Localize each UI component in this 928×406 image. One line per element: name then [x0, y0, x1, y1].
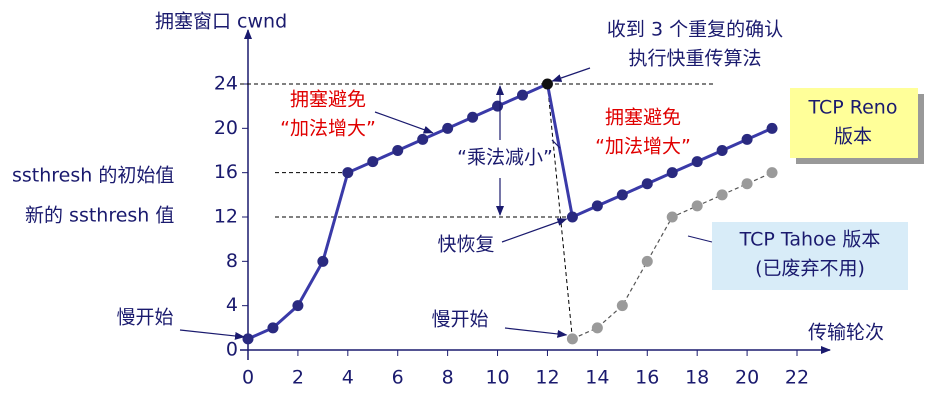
point [716, 189, 728, 201]
box-link [687, 235, 713, 243]
y-tick-label: 16 [214, 161, 238, 183]
arrow [179, 329, 245, 340]
annotation: TCP Reno [808, 97, 898, 119]
x-tick-label: 16 [635, 367, 659, 389]
point [691, 156, 703, 168]
y-tick-label: 8 [226, 250, 238, 272]
point [766, 122, 778, 134]
series-line [247, 81, 773, 341]
x-tick-label: 0 [242, 367, 254, 389]
point [666, 211, 678, 223]
annotation: “乘法减小” [457, 147, 553, 169]
arrow [501, 218, 568, 243]
y-tick-label: 0 [226, 339, 238, 361]
arrow [374, 111, 434, 134]
y-tick-label: 4 [226, 294, 238, 316]
annotation: 快恢复 [437, 234, 494, 256]
point [517, 89, 528, 101]
point [492, 100, 504, 112]
point [541, 78, 553, 90]
point [691, 200, 703, 212]
point [566, 211, 578, 223]
x-tick-label: 22 [785, 367, 809, 389]
x-tick-label: 12 [535, 367, 559, 389]
x-tick-label: 10 [485, 367, 509, 389]
y-tick-label: 24 [214, 73, 238, 95]
tahoe-box [712, 222, 908, 290]
point [766, 167, 778, 179]
annotation: (已废弃不用) [755, 258, 865, 280]
x-tick-label: 14 [585, 367, 609, 389]
annotation: “加法增大” [280, 118, 376, 140]
point [267, 322, 279, 334]
point [242, 333, 254, 345]
point [392, 145, 404, 156]
point [342, 167, 354, 179]
point [467, 111, 479, 123]
annotation: 执行快重传算法 [628, 48, 761, 70]
annotation: 收到 3 个重复的确认 [607, 19, 783, 41]
annotation: 传输轮次 [808, 322, 884, 344]
point [641, 178, 653, 190]
guide-line [546, 83, 573, 339]
annotation: 版本 [834, 126, 872, 148]
annotation: 新的 ssthresh 值 [25, 205, 174, 227]
y-tick-label: 12 [214, 206, 238, 228]
arrow [551, 67, 591, 82]
point [317, 255, 329, 267]
annotation: TCP Tahoe 版本 [739, 229, 881, 251]
annotation: ssthresh 的初始值 [12, 165, 174, 187]
point [367, 156, 379, 168]
point [591, 200, 603, 212]
point [566, 333, 578, 345]
x-tick-label: 2 [292, 367, 304, 389]
point [641, 255, 653, 267]
annotation: 拥塞窗口 cwnd [155, 11, 287, 33]
point [741, 133, 753, 145]
annotation: 拥塞避免 [605, 107, 681, 129]
x-tick-label: 8 [442, 367, 454, 389]
point [417, 133, 429, 145]
x-tick-label: 6 [392, 367, 404, 389]
annotation: 慢开始 [116, 307, 173, 329]
x-tick-label: 4 [342, 367, 354, 389]
point [591, 322, 603, 334]
y-tick-label: 20 [214, 117, 238, 139]
x-tick-label: 20 [735, 367, 759, 389]
point [716, 145, 728, 156]
arrow [551, 139, 561, 149]
point [442, 122, 454, 134]
arrow [504, 327, 568, 338]
point [292, 300, 304, 312]
point [741, 178, 753, 190]
point [666, 167, 678, 179]
x-tick-label: 18 [685, 367, 709, 389]
annotation: 慢开始 [431, 309, 488, 331]
annotation: “加法增大” [595, 136, 691, 158]
annotation: 拥塞避免 [290, 89, 366, 111]
reno-box [790, 88, 918, 158]
point [616, 300, 628, 312]
point [616, 189, 628, 201]
